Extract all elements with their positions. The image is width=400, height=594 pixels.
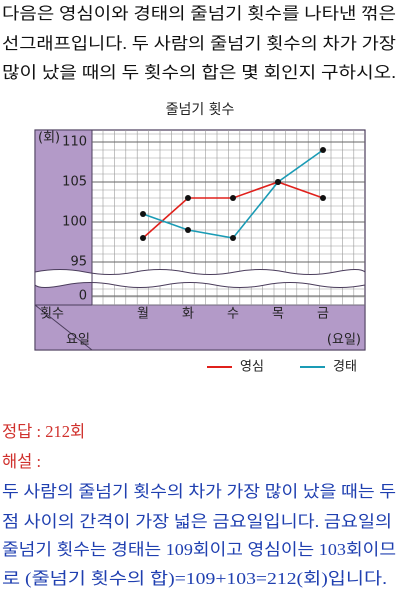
x-tick-label: 금 <box>317 307 329 322</box>
x-tick-label: 수 <box>227 307 239 322</box>
data-point <box>230 195 236 201</box>
explanation-heading: 해설 : <box>2 452 41 471</box>
y-tick-label: 110 <box>62 135 87 150</box>
y-tick-label: 100 <box>62 215 87 230</box>
data-point <box>230 235 236 241</box>
y-tick-label: 105 <box>62 175 87 190</box>
data-point <box>140 211 146 217</box>
legend-label: 경태 <box>333 360 357 375</box>
x-tick-label: 목 <box>272 307 284 322</box>
data-point <box>185 195 191 201</box>
explanation-line: 줄넘기 횟수는 경태는 109회이고 영심이는 103회이므 <box>2 540 396 559</box>
chart-title: 줄넘기 횟수 <box>166 102 235 118</box>
question-line: 선그래프입니다. 두 사람의 줄넘기 횟수의 차가 가장 <box>2 34 396 53</box>
y-tick-label: 95 <box>70 255 87 270</box>
explanation-line: 점 사이의 간격이 가장 넓은 금요일입니다. 금요일의 <box>2 512 392 531</box>
corner-diagonal <box>34 304 93 351</box>
y-tick-label: 0 <box>79 289 87 304</box>
answer: 정답 : 212회 <box>2 422 85 441</box>
data-point <box>320 195 326 201</box>
explanation-line: 로 (줄넘기 횟수의 합)=109+103=212(회)입니다. <box>2 569 387 588</box>
data-point <box>140 235 146 241</box>
question-line: 많이 났을 때의 두 횟수의 합은 몇 회인지 구하시오. <box>2 63 396 82</box>
x-tick-label: 월 <box>137 307 149 322</box>
data-point <box>185 227 191 233</box>
explanation-line: 두 사람의 줄넘기 횟수의 차가 가장 많이 났을 때는 두 <box>2 482 396 501</box>
x-tick-label: 화 <box>182 307 194 322</box>
data-point <box>320 147 326 153</box>
x-axis-label: (요일) <box>327 333 361 348</box>
corner-label: 횟수 <box>40 307 64 322</box>
corner-label: 요일 <box>66 333 90 348</box>
question-line: 다음은 영심이와 경태의 줄넘기 횟수를 나타낸 꺾은 <box>2 4 396 23</box>
legend-label: 영심 <box>240 360 264 375</box>
y-axis-label: (회) <box>38 131 60 146</box>
axis-break <box>34 269 366 288</box>
data-point <box>275 179 281 185</box>
